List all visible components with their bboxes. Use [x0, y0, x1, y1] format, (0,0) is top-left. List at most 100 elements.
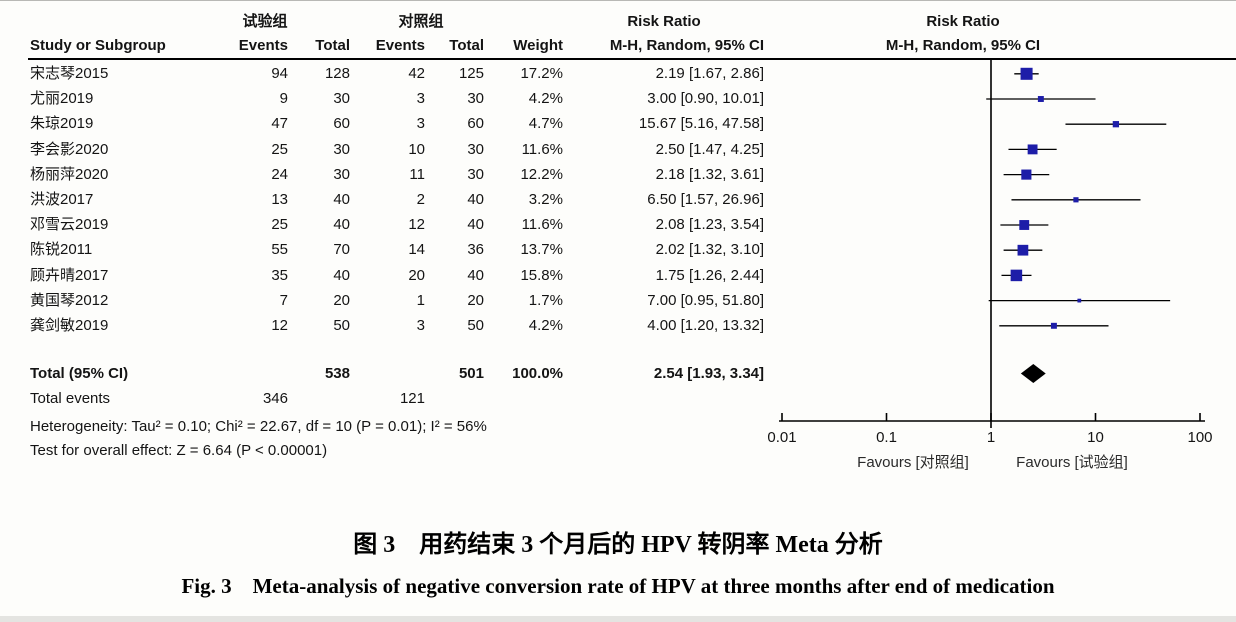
weight-cell: 15.8% — [520, 266, 563, 284]
ctl-total-cell: 40 — [467, 216, 484, 234]
rr-ci-cell: 15.67 [5.16, 47.58] — [638, 115, 764, 133]
study-row: 黄国琴2012 7 20 1 20 1.7% 7.00 [0.95, 51.80… — [30, 288, 764, 313]
exp-events-cell: 9 — [279, 90, 288, 108]
study-name: 邓雪云2019 — [30, 216, 109, 234]
study-row: 李会影2020 25 30 10 30 11.6% 2.50 [1.47, 4.… — [30, 137, 764, 162]
effect-marker — [1027, 144, 1038, 155]
effect-marker — [1017, 244, 1029, 256]
study-row: 龚剑敏2019 12 50 3 50 4.2% 4.00 [1.20, 13.3… — [30, 313, 764, 338]
figure-caption-en: Fig. 3 Meta-analysis of negative convers… — [181, 574, 1055, 598]
study-name: 杨丽萍2020 — [30, 165, 109, 183]
study-rows: 宋志琴2015 94 128 42 125 17.2% 2.19 [1.67, … — [30, 61, 764, 338]
ctl-total-cell: 20 — [467, 291, 484, 309]
exp-total-cell: 50 — [333, 316, 350, 334]
total-events-label: Total events — [30, 390, 111, 407]
weight-cell: 3.2% — [528, 190, 563, 208]
rr-ci-cell: 6.50 [1.57, 26.96] — [647, 190, 764, 208]
ctl-total-cell: 50 — [467, 316, 484, 334]
figure-caption-zh: 图 3 用药结束 3 个月后的 HPV 转阴率 Meta 分析 — [353, 532, 883, 558]
ctl-events-cell: 2 — [416, 190, 425, 208]
study-name: 黄国琴2012 — [30, 291, 109, 309]
total-exp-total: 538 — [324, 365, 350, 382]
total-weight: 100.0% — [512, 365, 563, 382]
ctl-total-cell: 30 — [467, 140, 484, 158]
weight-cell: 4.7% — [528, 115, 563, 133]
study-name: 陈锐2011 — [30, 241, 93, 259]
pooled-diamond — [1020, 364, 1046, 383]
study-name: 顾卉晴2017 — [30, 266, 109, 284]
rr-ci-cell: 1.75 [1.26, 2.44] — [655, 266, 764, 284]
ctl-total-cell: 40 — [467, 266, 484, 284]
study-name: 朱琼2019 — [30, 115, 94, 133]
exp-events-cell: 13 — [271, 190, 288, 208]
group-header-experimental: 试验组 — [242, 13, 288, 30]
study-row: 宋志琴2015 94 128 42 125 17.2% 2.19 [1.67, … — [30, 61, 764, 86]
exp-events-cell: 24 — [271, 165, 288, 183]
rr-ci-cell: 2.08 [1.23, 3.54] — [655, 216, 764, 234]
ctl-total-cell: 40 — [467, 190, 484, 208]
axis-tick-label: 10 — [1087, 429, 1104, 446]
total-label: Total (95% CI) — [30, 365, 129, 382]
column-header-row: Study or Subgroup Events Total Events To… — [30, 33, 764, 58]
total-rr-ci: 2.54 [1.93, 3.34] — [653, 365, 764, 382]
ctl-events-cell: 1 — [416, 291, 425, 309]
exp-events-cell: 47 — [271, 115, 288, 133]
ctl-total-cell: 30 — [467, 90, 484, 108]
col-header-ctl-total: Total — [449, 37, 484, 54]
plot-header-rr-ci: M-H, Random, 95% CI — [885, 37, 1041, 54]
col-header-study: Study or Subgroup — [30, 37, 166, 54]
weight-cell: 4.2% — [528, 316, 563, 334]
favours-left-label: Favours [对照组] — [857, 454, 969, 471]
effect-marker — [1050, 322, 1057, 329]
effect-marker — [1020, 67, 1033, 80]
rr-ci-cell: 2.19 [1.67, 2.86] — [655, 65, 764, 82]
rr-ci-cell: 2.50 [1.47, 4.25] — [655, 140, 764, 158]
exp-events-cell: 12 — [271, 316, 288, 334]
weight-cell: 4.2% — [528, 90, 563, 108]
group-header-control: 对照组 — [398, 13, 444, 30]
col-header-exp-total: Total — [315, 37, 350, 54]
weight-cell: 1.7% — [528, 291, 563, 309]
weight-cell: 12.2% — [520, 165, 563, 183]
axis-tick-label: 0.1 — [876, 429, 897, 446]
exp-total-cell: 30 — [333, 165, 350, 183]
ctl-total-cell: 36 — [467, 241, 484, 259]
exp-events-cell: 25 — [271, 140, 288, 158]
col-header-weight: Weight — [513, 37, 563, 54]
study-name: 尤丽2019 — [30, 90, 94, 108]
col-header-exp-events: Events — [238, 37, 288, 54]
exp-total-cell: 40 — [333, 190, 350, 208]
exp-events-cell: 94 — [271, 65, 288, 82]
exp-total-cell: 40 — [333, 216, 350, 234]
exp-total-cell: 60 — [333, 115, 350, 133]
ctl-events-cell: 3 — [416, 316, 425, 334]
effect-marker — [1010, 269, 1023, 282]
ctl-total-cell: 30 — [467, 165, 484, 183]
heterogeneity-line: Heterogeneity: Tau² = 0.10; Chi² = 22.67… — [30, 418, 487, 435]
effect-marker — [1077, 298, 1082, 303]
overall-effect-line: Test for overall effect: Z = 6.64 (P < 0… — [30, 442, 328, 459]
study-row: 洪波2017 13 40 2 40 3.2% 6.50 [1.57, 26.96… — [30, 187, 764, 212]
exp-events-cell: 25 — [271, 216, 288, 234]
ctl-events-cell: 10 — [408, 140, 425, 158]
rr-ci-cell: 4.00 [1.20, 13.32] — [647, 316, 764, 334]
exp-total-cell: 30 — [333, 140, 350, 158]
header-underline — [28, 58, 1236, 60]
exp-total-cell: 30 — [333, 90, 350, 108]
exp-total-cell: 70 — [333, 241, 350, 259]
risk-ratio-plot-title: Risk Ratio — [926, 13, 1000, 30]
ctl-total-cell: 125 — [458, 65, 484, 82]
risk-ratio-column-title: Risk Ratio — [627, 13, 701, 30]
col-header-ctl-events: Events — [375, 37, 425, 54]
ctl-events-cell: 12 — [408, 216, 425, 234]
rr-ci-cell: 3.00 [0.90, 10.01] — [647, 90, 764, 108]
ctl-events-cell: 20 — [408, 266, 425, 284]
favours-right-label: Favours [试验组] — [1016, 454, 1128, 471]
weight-cell: 13.7% — [520, 241, 563, 259]
axis-tick-label: 0.01 — [767, 429, 796, 446]
total-ctl-total: 501 — [458, 365, 484, 382]
ctl-events-cell: 14 — [408, 241, 425, 259]
ctl-events-cell: 3 — [416, 90, 425, 108]
rr-ci-cell: 2.18 [1.32, 3.61] — [655, 165, 764, 183]
